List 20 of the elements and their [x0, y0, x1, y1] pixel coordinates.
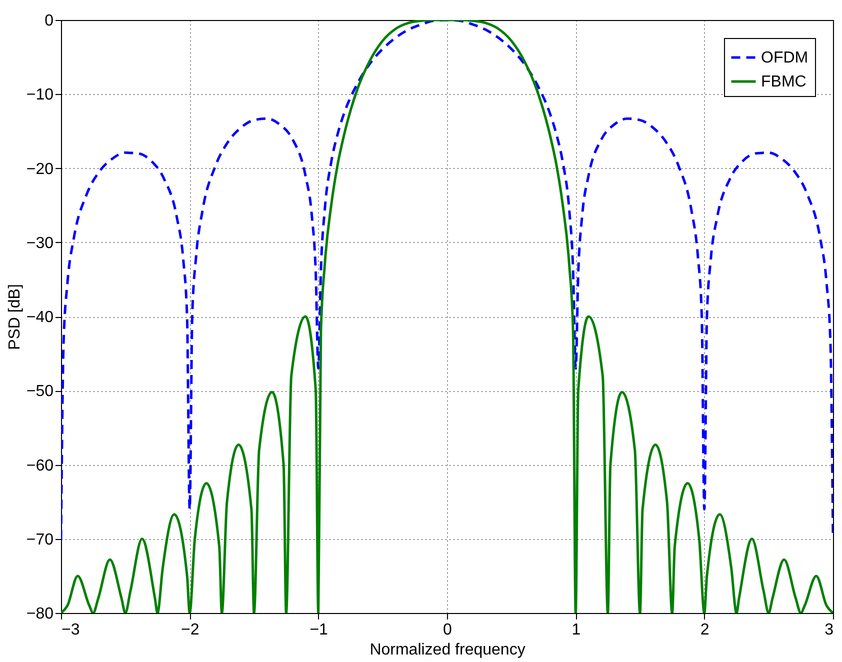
legend-label: FBMC: [761, 74, 806, 90]
y-tick-label: −10: [26, 86, 54, 104]
y-tick-label: −80: [26, 606, 54, 622]
x-axis-title: Normalized frequency: [370, 642, 526, 658]
x-tick-label: 3: [824, 622, 834, 638]
y-tick-label: −20: [26, 160, 54, 178]
x-tick-label: 1: [572, 622, 581, 638]
y-tick-label: −60: [26, 457, 54, 474]
y-tick-label: −30: [26, 234, 54, 252]
x-tick-label: 0: [443, 622, 452, 638]
y-tick-label: −40: [26, 309, 54, 326]
x-tick-label: −1: [310, 622, 328, 638]
x-tick-label: −2: [181, 622, 200, 638]
x-tick-label: 2: [700, 622, 710, 638]
x-tick-label: −3: [62, 622, 80, 638]
y-axis-title: PSD [dB]: [6, 284, 24, 350]
y-tick-label: 0: [44, 12, 54, 30]
y-tick-label: −70: [26, 531, 54, 548]
legend-label: OFDM: [761, 50, 808, 66]
y-tick-label: −50: [26, 383, 54, 400]
